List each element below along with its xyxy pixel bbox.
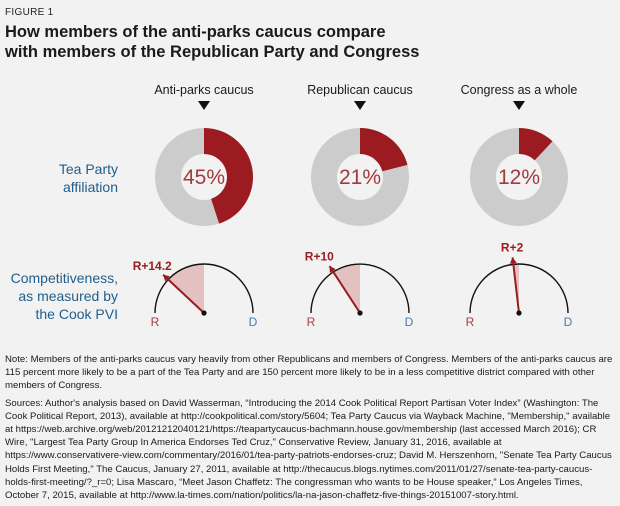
gauge-needle [162, 273, 205, 314]
row-label-line: affiliation [62, 179, 118, 195]
row-label-line: Competitiveness, [10, 270, 118, 286]
gauge-hub [516, 310, 522, 316]
sources-text: Sources: Author's analysis based on Davi… [5, 397, 612, 502]
gauge-needle [511, 257, 520, 314]
needle-arrowhead-icon [163, 274, 170, 282]
gauge-wedge [168, 264, 204, 313]
donut-value-label: 45% [183, 166, 225, 189]
gauge-label-r: R [466, 315, 475, 329]
column-header-anti-parks: Anti-parks caucus [154, 83, 254, 97]
donut-slice [519, 128, 553, 161]
needle-arrowhead-icon [329, 266, 336, 273]
row-label-competitiveness: Competitiveness, as measured by the Cook… [11, 269, 118, 323]
gauge-hub [357, 310, 363, 316]
donut-slice [204, 128, 254, 224]
chart-title: How members of the anti-parks caucus com… [5, 22, 605, 62]
gauge-value-label: R+10 [305, 250, 334, 264]
donut-slice [360, 128, 408, 172]
needle-arrowhead-icon [509, 257, 517, 264]
gauge-wedge [333, 264, 360, 313]
donut-value-label: 12% [498, 166, 540, 189]
gauge-arc [310, 263, 410, 314]
down-arrow-icon [354, 101, 366, 110]
gauge-arc [469, 263, 569, 314]
gauge-arc [154, 263, 254, 314]
chart-title-line: How members of the anti-parks caucus com… [5, 23, 386, 41]
row-label-tea-party: Tea Party affiliation [59, 160, 118, 196]
down-arrow-icon [513, 101, 525, 110]
row-label-line: Tea Party [58, 161, 118, 177]
gauge-label-d: D [564, 315, 573, 329]
column-header-congress: Congress as a whole [460, 83, 578, 97]
gauge-label-r: R [307, 315, 316, 329]
row-label-line: the Cook PVI [35, 306, 119, 322]
gauge-label-d: D [405, 315, 414, 329]
gauge-needle [328, 265, 361, 314]
donut-value-label: 21% [339, 166, 381, 189]
gauge-value-label: R+14.2 [133, 259, 172, 273]
chart-title-line: with members of the Republican Party and… [5, 43, 420, 61]
notes: Note: Members of the anti-parks caucus v… [5, 353, 617, 506]
row-label-line: as measured by [18, 288, 118, 304]
down-arrow-icon [198, 101, 210, 110]
gauge-label-d: D [249, 315, 258, 329]
gauge-label-r: R [151, 315, 160, 329]
chart-area: 45% 21% 12% R+14.2 R D R+10 R D R+2 R D [133, 101, 573, 329]
gauge-hub [201, 310, 207, 316]
note-text: Note: Members of the anti-parks caucus v… [5, 354, 613, 392]
figure-label: FIGURE 1 [5, 7, 54, 18]
gauge-value-label: R+2 [501, 240, 524, 254]
column-header-republican: Republican caucus [307, 83, 413, 97]
